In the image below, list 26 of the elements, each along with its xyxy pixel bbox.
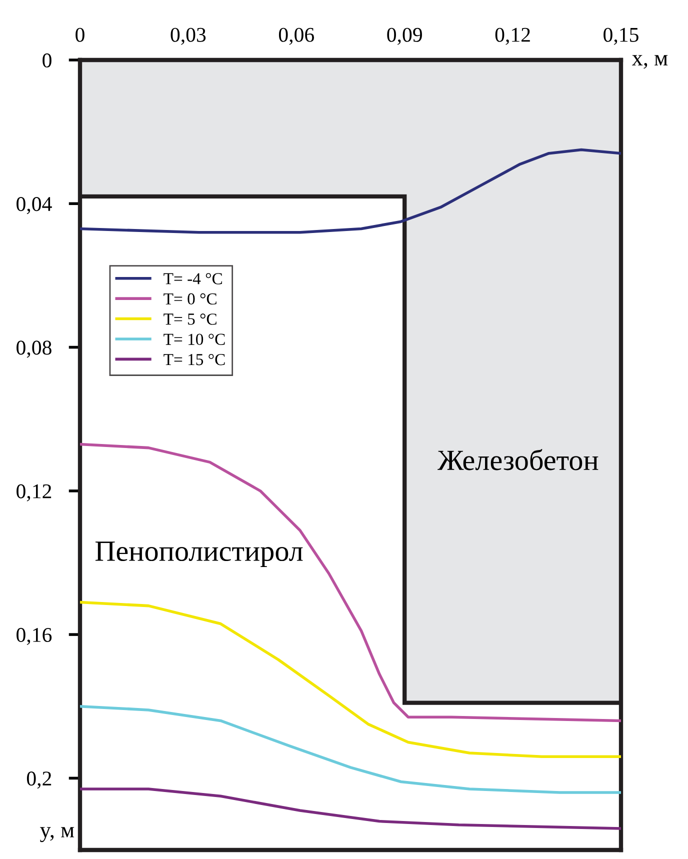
legend-label: T= -4 °C (164, 273, 222, 284)
y-tick-label: 0 (42, 53, 52, 68)
x-tick-label: 0,09 (387, 28, 422, 45)
legend-label: T= 5 °C (164, 314, 216, 325)
x-tick-label: 0,03 (170, 28, 206, 45)
x-tick-label: 0,15 (604, 28, 638, 45)
y-tick-label: 0,2 (26, 772, 52, 789)
x-tick-label: 0,12 (495, 28, 530, 45)
legend-label: T= 0 °C (164, 293, 216, 305)
x-tick-label: 0,06 (278, 28, 314, 45)
y-tick-label: 0,08 (16, 340, 52, 358)
y-tick-label: 0,04 (16, 197, 52, 214)
legend-label: T= 10 °C (164, 334, 225, 345)
y-axis-title: y, м (40, 827, 74, 842)
line-series (80, 788, 621, 830)
annotation: Пенополистирол (95, 542, 303, 567)
legend-label: T= 15 °C (164, 354, 225, 366)
x-axis-title: x, м (632, 55, 668, 69)
annotation: Железобетон (438, 449, 598, 470)
line-series (80, 600, 621, 758)
y-tick-label: 0,16 (16, 628, 52, 645)
line-series (80, 148, 621, 234)
y-tick-label: 0,12 (16, 484, 52, 502)
line-series (80, 442, 621, 722)
x-tick-label: 0 (76, 28, 84, 42)
line-series (80, 704, 621, 794)
